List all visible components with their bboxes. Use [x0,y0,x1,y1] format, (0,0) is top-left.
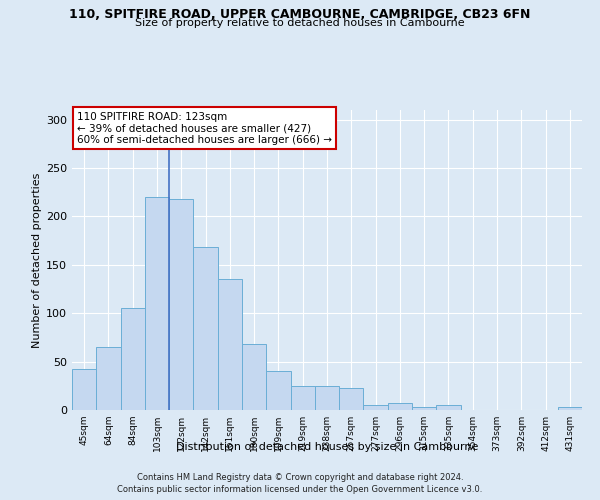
Bar [558,407,582,410]
Bar [242,344,266,410]
Text: Contains HM Land Registry data © Crown copyright and database right 2024.: Contains HM Land Registry data © Crown c… [137,472,463,482]
Bar [169,199,193,410]
Bar [193,248,218,410]
Bar [388,403,412,410]
Bar [290,386,315,410]
Bar [339,388,364,410]
Bar [96,347,121,410]
Bar [145,197,169,410]
Text: Contains public sector information licensed under the Open Government Licence v3: Contains public sector information licen… [118,485,482,494]
Text: Size of property relative to detached houses in Cambourne: Size of property relative to detached ho… [135,18,465,28]
Bar [121,308,145,410]
Bar [315,386,339,410]
Bar [364,405,388,410]
Bar [412,407,436,410]
Bar [436,405,461,410]
Y-axis label: Number of detached properties: Number of detached properties [32,172,42,348]
Text: Distribution of detached houses by size in Cambourne: Distribution of detached houses by size … [176,442,478,452]
Text: 110 SPITFIRE ROAD: 123sqm
← 39% of detached houses are smaller (427)
60% of semi: 110 SPITFIRE ROAD: 123sqm ← 39% of detac… [77,112,332,144]
Bar [72,370,96,410]
Bar [266,372,290,410]
Text: 110, SPITFIRE ROAD, UPPER CAMBOURNE, CAMBRIDGE, CB23 6FN: 110, SPITFIRE ROAD, UPPER CAMBOURNE, CAM… [70,8,530,20]
Bar [218,280,242,410]
